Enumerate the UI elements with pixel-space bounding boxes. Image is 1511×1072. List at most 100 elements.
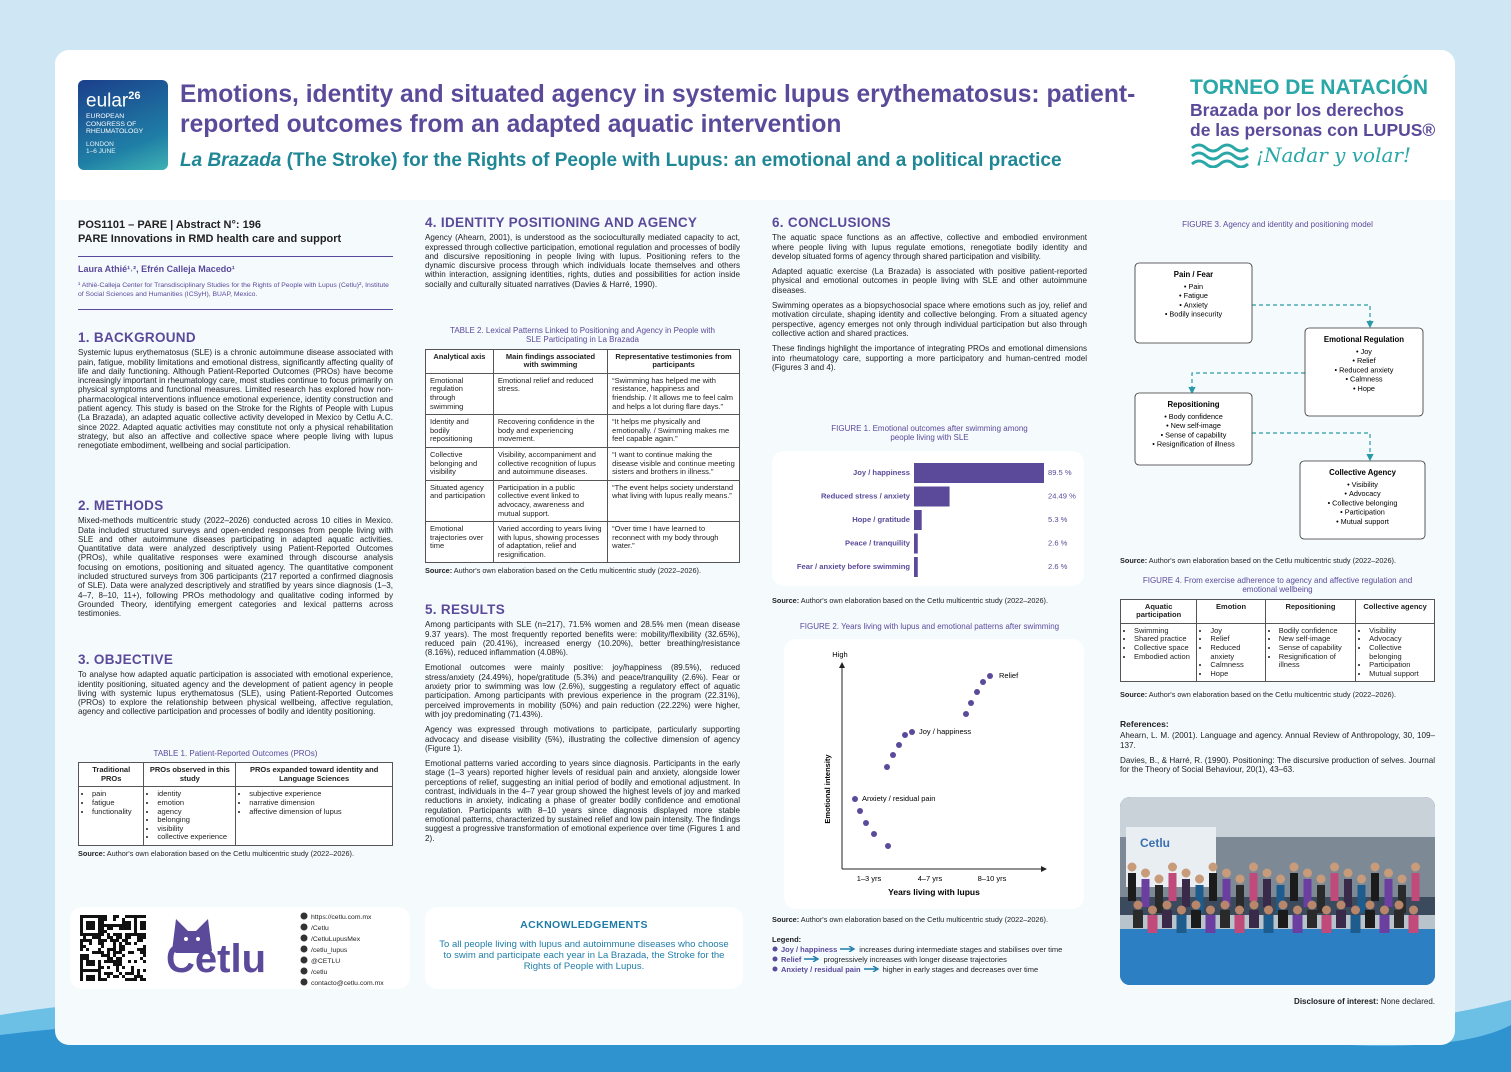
category-label: Joy / happiness xyxy=(853,468,910,477)
contact-links: https://cetlu.com.mx/Cetlu/CetluLupusMex… xyxy=(300,912,384,989)
qr-cell xyxy=(137,936,140,939)
paragraph: The aquatic space functions as an affect… xyxy=(772,233,1087,261)
paragraph: Emotional outcomes were mainly positive:… xyxy=(425,663,740,719)
qr-cell xyxy=(86,969,89,972)
paragraph: Emotional patterns varied according to y… xyxy=(425,759,740,843)
contact-link: /cetlu_lupus xyxy=(311,947,348,954)
person-head xyxy=(1370,862,1380,872)
qr-cell xyxy=(98,951,101,954)
qr-cell xyxy=(92,951,95,954)
qr-cell xyxy=(137,948,140,951)
qr-cell xyxy=(98,936,101,939)
person xyxy=(1365,910,1375,928)
qr-cell xyxy=(119,960,122,963)
node-item: • Collective belonging xyxy=(1328,499,1398,508)
person-head xyxy=(1177,905,1186,915)
bullet: • xyxy=(1344,489,1347,498)
qr-cell xyxy=(86,915,89,918)
bar xyxy=(914,486,950,507)
qr-cell xyxy=(86,933,89,936)
source-label: Source: xyxy=(425,566,453,576)
qr-cell xyxy=(107,960,110,963)
person-head xyxy=(1206,905,1215,915)
caption: FIGURE 4. From exercise adherence to age… xyxy=(1142,576,1413,595)
qr-cell xyxy=(116,966,119,969)
qr-cell xyxy=(125,921,128,924)
person-head xyxy=(1409,905,1418,915)
qr-cell xyxy=(101,978,104,981)
person-head xyxy=(1148,905,1157,915)
qr-cell xyxy=(128,915,131,918)
qr-cell xyxy=(140,924,143,927)
qr-cell xyxy=(101,921,104,924)
qr-cell xyxy=(92,921,95,924)
qr-cell xyxy=(140,933,143,936)
contact-link: https://cetlu.com.mx xyxy=(311,914,372,921)
figure1: FIGURE 1. Emotional outcomes after swimm… xyxy=(772,424,1087,605)
bullet: • xyxy=(1179,291,1182,300)
cell-item: Joy xyxy=(1210,626,1260,636)
qr-cell xyxy=(113,939,116,942)
cell-item: subjective experience xyxy=(249,790,388,799)
qr-cell xyxy=(83,939,86,942)
title: Emotions, identity and situated agency i… xyxy=(180,81,1136,138)
brand: eular xyxy=(86,90,129,112)
icon xyxy=(300,945,308,953)
qr-cell xyxy=(107,957,110,960)
node-title: Emotional Regulation xyxy=(1324,335,1404,344)
person xyxy=(1236,885,1244,913)
conference-lines: EUROPEAN CONGRESS OF RHEUMATOLOGY xyxy=(86,113,160,135)
item-text: Body confidence xyxy=(1169,412,1223,421)
qr-cell xyxy=(113,918,116,921)
qr-cell xyxy=(110,936,113,939)
qr-cell xyxy=(143,969,146,972)
qr-cell xyxy=(113,933,116,936)
header-cell: Collective agency xyxy=(1355,598,1435,624)
qr-cell xyxy=(122,954,125,957)
qr-cell xyxy=(140,951,143,954)
x-category: 4–7 yrs xyxy=(918,874,943,883)
qr-cell xyxy=(83,915,86,918)
person-head xyxy=(1264,905,1273,915)
qr-cell xyxy=(134,942,137,945)
heading: References: xyxy=(1120,719,1169,729)
qr-cell xyxy=(80,975,83,978)
dates: 1–6 JUNE xyxy=(86,147,116,155)
legend-row: Joy / happiness increases during intermed… xyxy=(772,945,1087,954)
cell-item: Collective belonging xyxy=(1369,643,1430,661)
icon xyxy=(300,956,308,964)
qr-cell xyxy=(80,933,83,936)
text: To all people living with lupus and auto… xyxy=(439,939,729,972)
qr-cell xyxy=(110,939,113,942)
node-item: • Fatigue xyxy=(1179,291,1208,300)
authors: Laura Athié¹˒², Efrén Calleja Macedo¹ xyxy=(78,264,235,274)
source-text: Author's own elaboration based on the Ce… xyxy=(1147,556,1396,566)
text-list: Among participants with SLE (n=217), 71.… xyxy=(425,620,740,843)
qr-cell xyxy=(116,975,119,978)
contact-link: /cetlu xyxy=(311,969,328,976)
qr-cell xyxy=(125,933,128,936)
qr-cell xyxy=(113,975,116,978)
qr-cell xyxy=(110,927,113,930)
cell-item: visibility xyxy=(157,824,231,834)
affiliation: ¹ Athié-Calleja Center for Transdiscipli… xyxy=(78,282,389,298)
person-head xyxy=(1394,900,1404,910)
person-head xyxy=(1191,900,1201,910)
category-label: Reduced stress / anxiety xyxy=(821,491,911,500)
qr-cell xyxy=(143,921,146,924)
legend-arrow xyxy=(863,965,879,974)
node-item: • Anxiety xyxy=(1179,301,1208,310)
qr-cell xyxy=(89,915,92,918)
qr-cell xyxy=(119,957,122,960)
qr-cell xyxy=(92,924,95,927)
person-head xyxy=(1307,900,1317,910)
bar xyxy=(914,533,918,554)
figure2: FIGURE 2. Years living with lupus and em… xyxy=(772,622,1087,976)
qr-cell xyxy=(80,969,83,972)
person xyxy=(1350,915,1361,933)
cell-item: Participation xyxy=(1369,661,1430,670)
qr-code xyxy=(80,915,146,981)
qr-cell xyxy=(92,933,95,936)
qr-cell xyxy=(89,978,92,981)
y-top: High xyxy=(832,650,847,659)
